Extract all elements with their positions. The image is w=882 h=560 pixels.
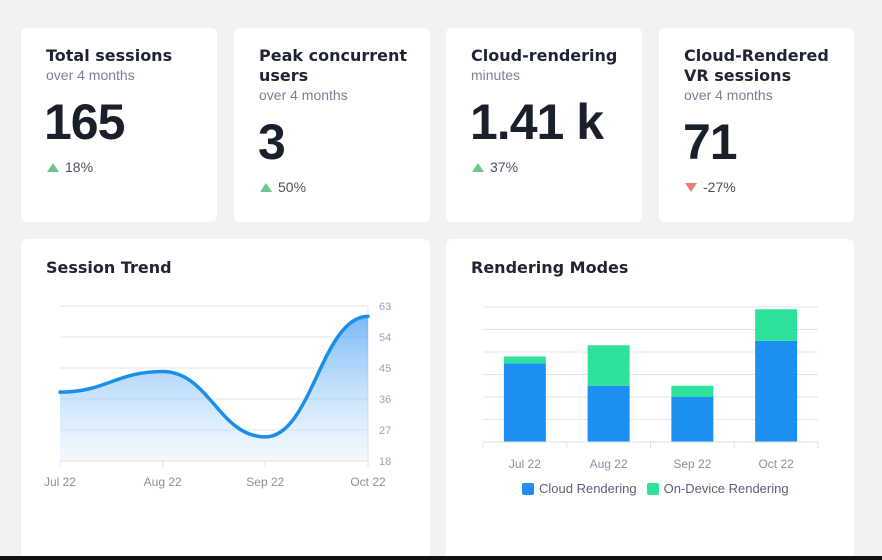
x-tick-label: Oct 22 xyxy=(758,457,794,471)
x-tick-label: Jul 22 xyxy=(44,475,76,489)
kpi-delta: 37% xyxy=(472,159,518,175)
kpi-subtitle: over 4 months xyxy=(46,67,135,83)
kpi-delta-value: 37% xyxy=(490,159,519,175)
chart-legend: Cloud Rendering On-Device Rendering xyxy=(522,481,799,496)
kpi-subtitle: over 4 months xyxy=(684,87,773,103)
kpi-value: 1.41 k xyxy=(470,94,604,150)
bar-on-device-rendering[interactable] xyxy=(671,385,714,397)
x-tick-label: Jul 22 xyxy=(509,457,541,471)
trend-line[interactable] xyxy=(58,314,370,439)
bar-on-device-rendering[interactable] xyxy=(755,309,798,341)
trend-up-icon xyxy=(472,162,484,172)
kpi-value: 71 xyxy=(683,114,738,170)
bar-cloud-rendering[interactable] xyxy=(587,385,630,442)
trend-up-icon xyxy=(47,162,59,172)
y-tick-label: 18 xyxy=(379,456,391,468)
x-tick-label: Aug 22 xyxy=(144,475,182,489)
area-fill xyxy=(60,316,368,461)
panel-title: Session Trend xyxy=(46,258,172,277)
panel-title: Rendering Modes xyxy=(471,258,629,277)
bar-cloud-rendering[interactable] xyxy=(503,363,546,442)
kpi-delta-value: 50% xyxy=(278,179,307,195)
rendering-modes-panel: Rendering Modes Jul 22 Aug 22 Sep 22 Oct 22… xyxy=(446,239,854,560)
kpi-title: Cloud-Rendered VR sessions xyxy=(684,46,829,85)
kpi-title: Peak concurrent users xyxy=(259,46,407,85)
trend-up-icon xyxy=(260,182,272,192)
kpi-delta-value: -27% xyxy=(703,179,736,195)
trend-down-icon xyxy=(685,182,697,192)
kpi-delta-value: 18% xyxy=(65,159,94,175)
x-tick-label: Oct 22 xyxy=(350,475,386,489)
y-tick-label: 54 xyxy=(379,332,391,344)
bar-cloud-rendering[interactable] xyxy=(755,340,798,442)
kpi-title: Cloud-rendering xyxy=(471,46,618,65)
legend-swatch-cloud xyxy=(522,482,534,495)
kpi-card-total-sessions: Total sessions over 4 months 165 18% xyxy=(21,28,217,222)
kpi-title: Total sessions xyxy=(46,46,173,65)
y-tick-label: 36 xyxy=(379,394,391,406)
x-tick-label: Aug 22 xyxy=(590,457,628,471)
bar-on-device-rendering[interactable] xyxy=(587,345,630,386)
legend-swatch-on-device xyxy=(646,482,659,495)
legend-label: On-Device Rendering xyxy=(663,481,789,496)
kpi-value: 165 xyxy=(44,94,125,150)
kpi-delta: -27% xyxy=(685,179,736,195)
legend-item-cloud-rendering[interactable]: Cloud Rendering xyxy=(522,481,637,496)
kpi-value: 3 xyxy=(258,114,286,170)
y-tick-label: 27 xyxy=(379,425,391,437)
kpi-delta: 18% xyxy=(47,159,93,175)
x-tick-label: Sep 22 xyxy=(246,475,284,489)
bar-on-device-rendering[interactable] xyxy=(503,356,546,364)
kpi-subtitle: minutes xyxy=(471,67,521,83)
kpi-card-cloud-rendered-vr-sessions: Cloud-Rendered VR sessions over 4 months… xyxy=(659,28,854,222)
kpi-delta: 50% xyxy=(260,179,306,195)
y-tick-label: 63 xyxy=(379,301,391,313)
rendering-modes-chart: Jul 22 Aug 22 Sep 22 Oct 22 xyxy=(482,306,819,471)
legend-item-on-device-rendering[interactable]: On-Device Rendering xyxy=(646,481,789,496)
bar-cloud-rendering[interactable] xyxy=(671,397,714,442)
bottom-edge xyxy=(0,556,882,560)
session-trend-panel: Session Trend 63 54 45 36 27 18 Jul 22 Aug 22 Se… xyxy=(21,239,430,560)
x-tick-label: Sep 22 xyxy=(673,457,711,471)
kpi-card-cloud-rendering: Cloud-rendering minutes 1.41 k 37% xyxy=(446,28,642,222)
kpi-subtitle: over 4 months xyxy=(259,87,348,103)
kpi-card-peak-concurrent-users: Peak concurrent users over 4 months 3 50… xyxy=(234,28,430,222)
session-trend-chart: 63 54 45 36 27 18 Jul 22 Aug 22 Sep 22 Oct 22 xyxy=(44,301,391,489)
legend-label: Cloud Rendering xyxy=(539,481,637,496)
y-tick-label: 45 xyxy=(379,363,391,375)
